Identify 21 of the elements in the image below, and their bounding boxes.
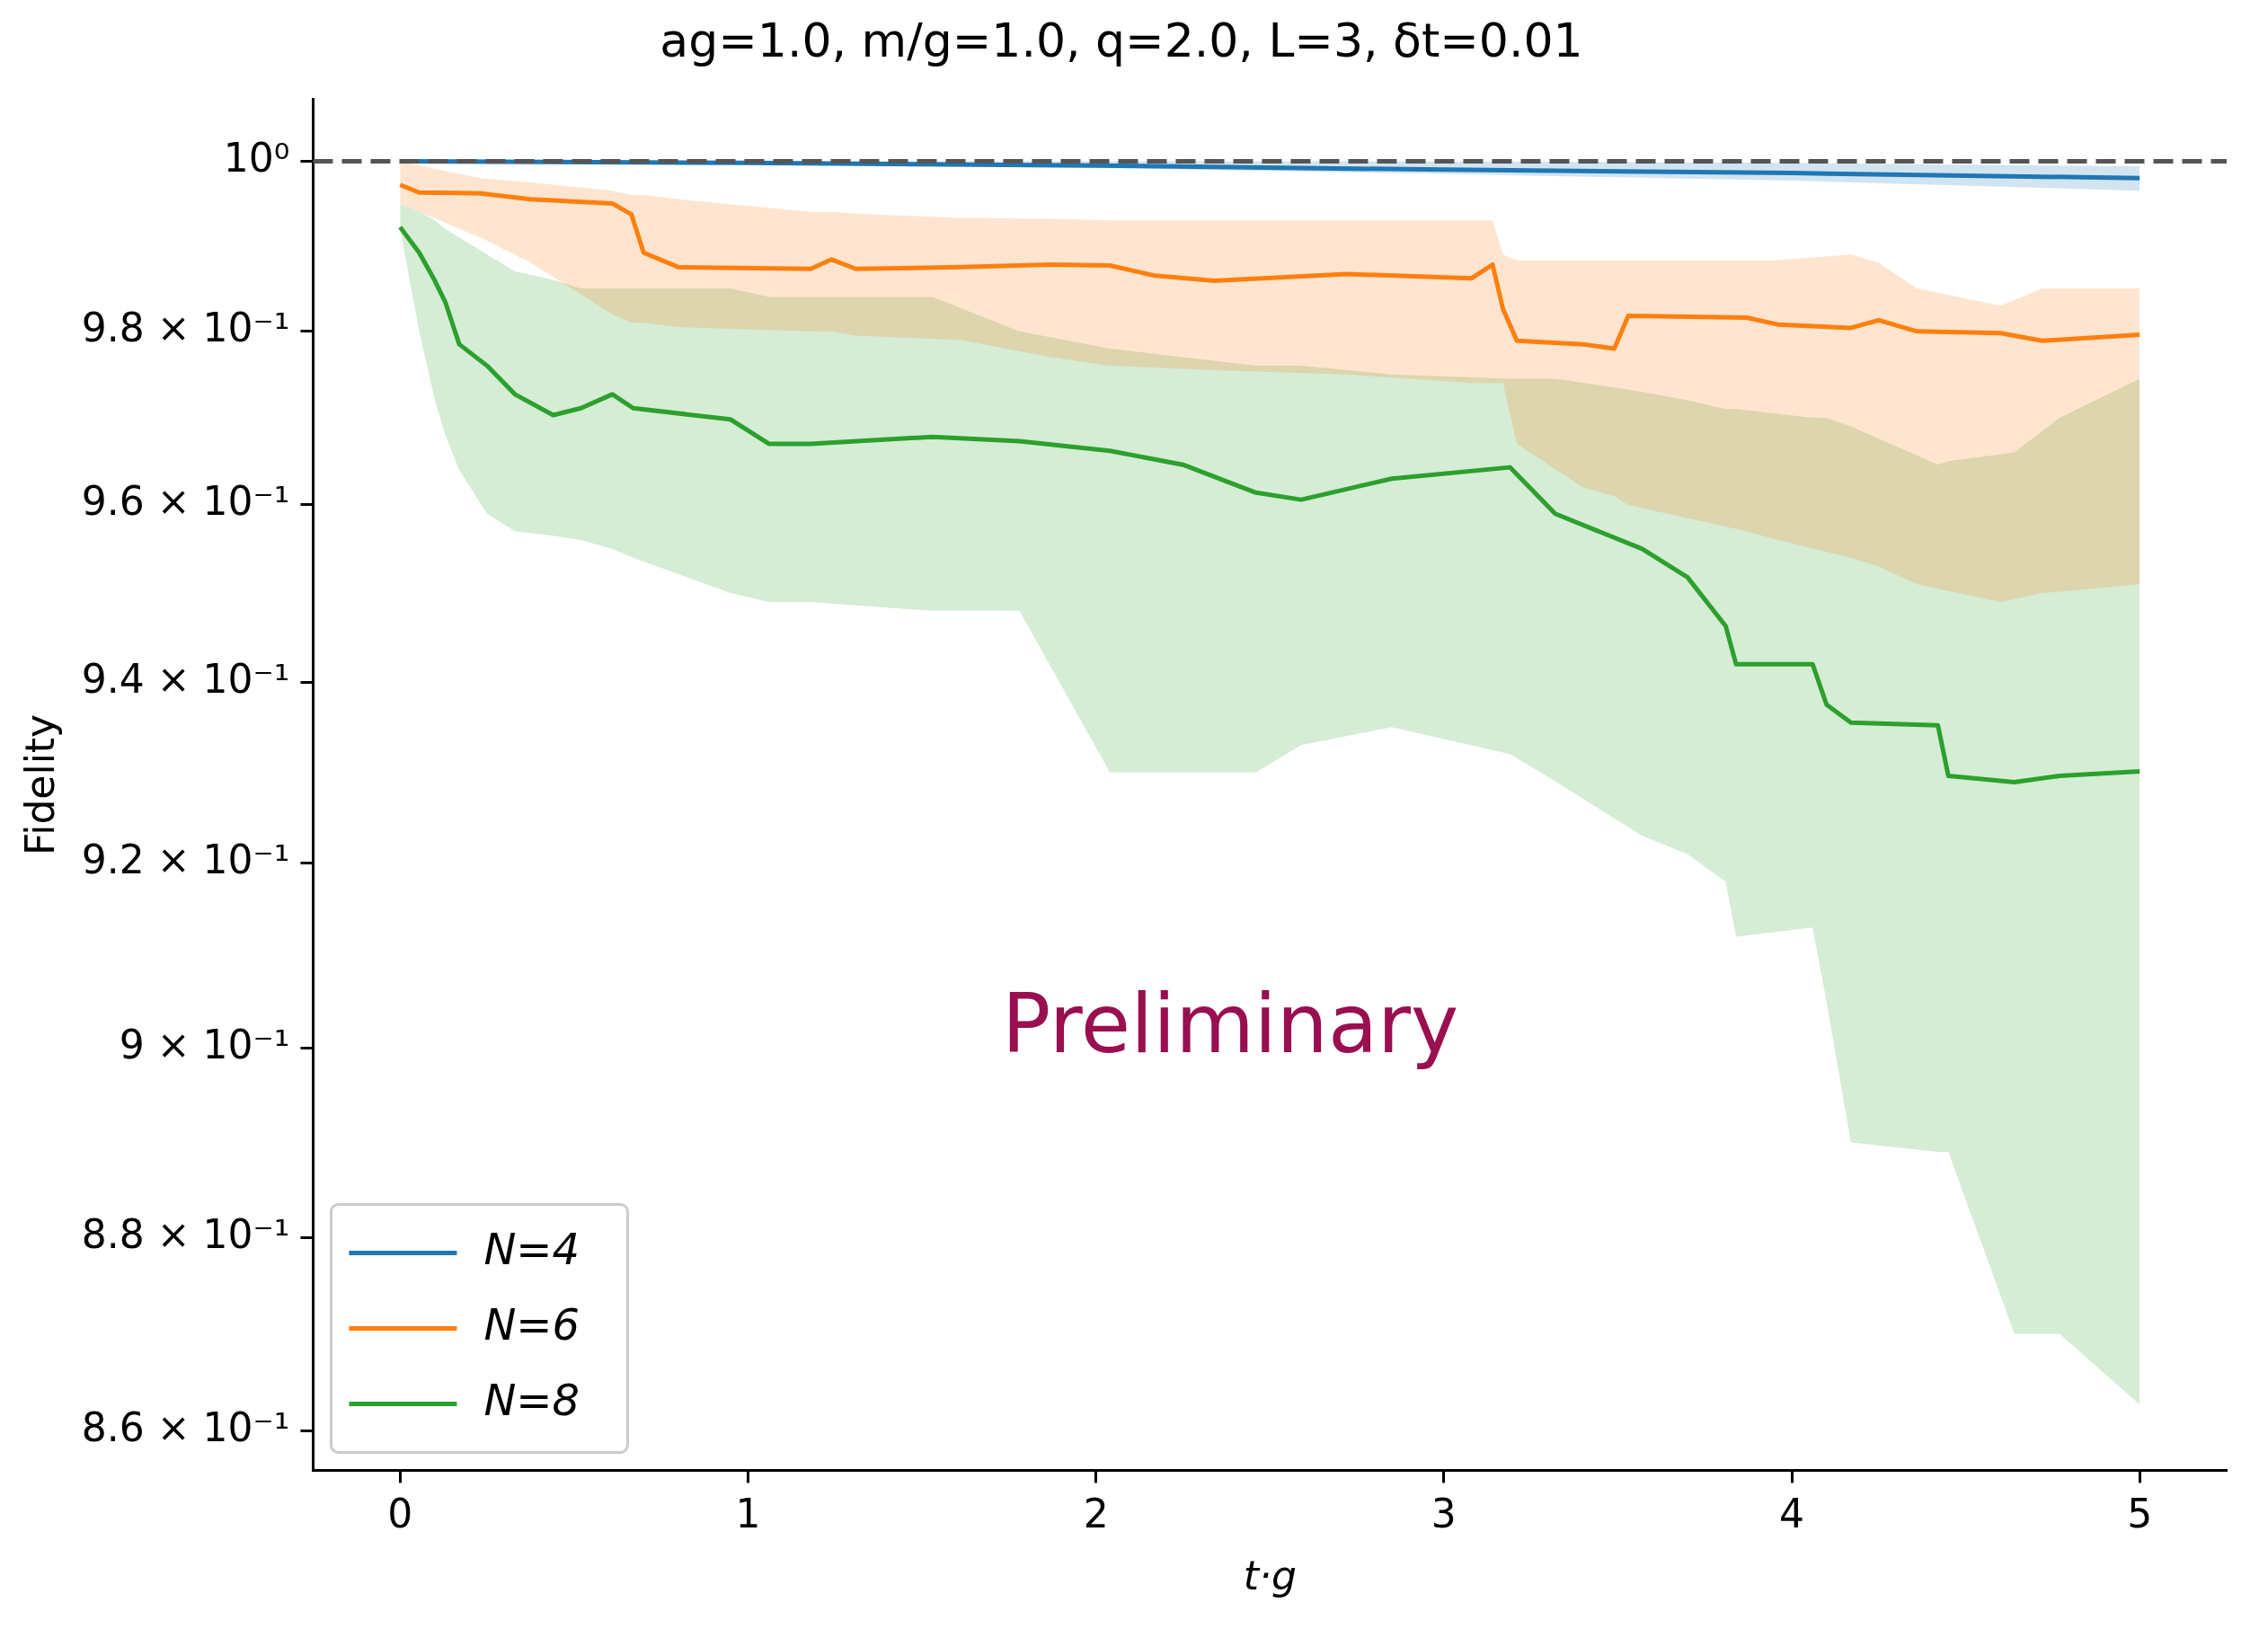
x-tick-label: 4 <box>1779 1491 1805 1537</box>
annotation: Preliminary <box>1002 977 1459 1072</box>
y-axis-title: Fidelity <box>16 713 63 855</box>
y-tick-label: 9.4 × 10⁻¹ <box>81 655 290 702</box>
chart-title: ag=1.0, m/g=1.0, q=2.0, L=3, δt=0.01 <box>660 13 1583 67</box>
legend-label: N=8 <box>483 1374 580 1425</box>
x-tick-label: 3 <box>1431 1491 1457 1537</box>
x-tick-label: 1 <box>735 1491 761 1537</box>
x-tick-label: 2 <box>1083 1491 1109 1537</box>
y-tick-label: 9.6 × 10⁻¹ <box>81 478 290 525</box>
x-tick-label: 0 <box>387 1491 413 1537</box>
y-tick-label: 9.8 × 10⁻¹ <box>81 305 290 351</box>
legend-label: N=6 <box>483 1298 580 1350</box>
x-axis-title: t·g <box>1243 1553 1297 1599</box>
legend-label: N=4 <box>483 1223 580 1274</box>
x-tick-label: 5 <box>2127 1491 2153 1537</box>
y-tick-label: 10⁰ <box>223 134 290 181</box>
y-tick-label: 8.6 × 10⁻¹ <box>81 1404 290 1451</box>
y-tick-label: 9.2 × 10⁻¹ <box>81 837 290 883</box>
y-tick-label: 8.8 × 10⁻¹ <box>81 1210 290 1257</box>
y-tick-label: 9 × 10⁻¹ <box>119 1022 290 1068</box>
